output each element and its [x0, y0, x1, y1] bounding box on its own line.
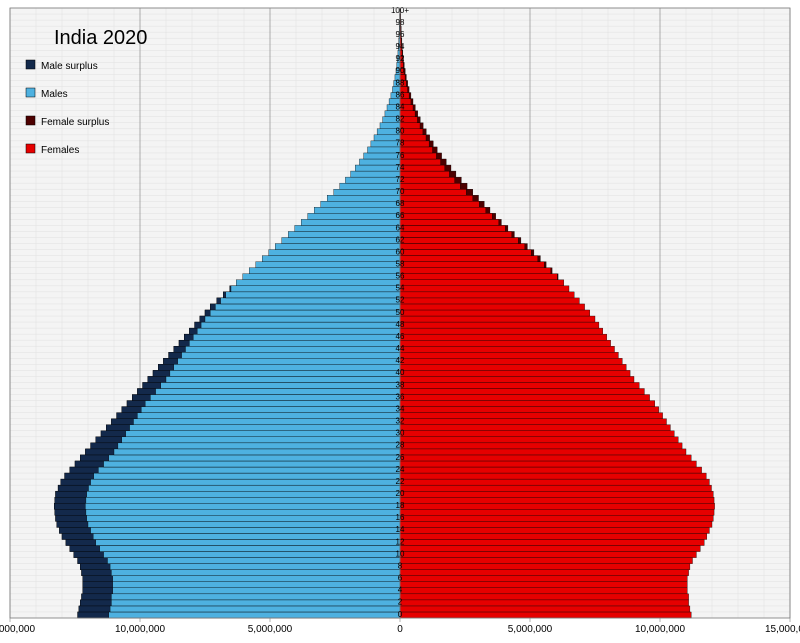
- y-tick-label: 18: [396, 501, 405, 510]
- y-tick-label: 62: [396, 235, 405, 244]
- y-tick-label: 52: [396, 296, 405, 305]
- y-tick-label: 6: [398, 574, 403, 583]
- legend-label: Males: [41, 89, 68, 100]
- chart-title: India 2020: [54, 27, 147, 49]
- y-tick-label: 54: [396, 284, 405, 293]
- y-tick-label: 38: [396, 380, 405, 389]
- x-tick-label: 15,000,000: [765, 624, 800, 635]
- y-tick-label: 28: [396, 441, 405, 450]
- y-tick-label: 70: [396, 187, 405, 196]
- x-tick-label: 10,000,000: [115, 624, 165, 635]
- y-tick-label: 22: [396, 477, 405, 486]
- x-tick-label: 5,000,000: [248, 624, 293, 635]
- y-tick-label: 30: [396, 429, 405, 438]
- y-tick-label: 14: [396, 525, 405, 534]
- y-tick-label: 2: [398, 598, 403, 607]
- legend-swatch: [26, 116, 35, 125]
- population-pyramid-chart: 15,000,000 10,000,000 5,000,000 0 5,000,000 1…: [0, 0, 800, 643]
- y-tick-label: 16: [396, 513, 405, 522]
- y-tick-label: 82: [396, 115, 405, 124]
- y-tick-label: 34: [396, 404, 405, 413]
- y-tick-label: 86: [396, 90, 405, 99]
- y-tick-label: 98: [396, 18, 405, 27]
- y-tick-label: 58: [396, 259, 405, 268]
- y-tick-label: 88: [396, 78, 405, 87]
- y-tick-label: 26: [396, 453, 405, 462]
- x-tick-label: 10,000,000: [635, 624, 685, 635]
- y-tick-label: 92: [396, 54, 405, 63]
- y-tick-label: 94: [396, 42, 405, 51]
- x-tick-label: 0: [397, 624, 403, 635]
- y-tick-label: 76: [396, 151, 405, 160]
- y-tick-label: 84: [396, 102, 405, 111]
- y-tick-label: 78: [396, 139, 405, 148]
- y-tick-label: 74: [396, 163, 405, 172]
- chart-container: 15,000,000 10,000,000 5,000,000 0 5,000,000 1…: [0, 0, 800, 643]
- y-tick-label: 100+: [391, 6, 409, 15]
- y-tick-label: 66: [396, 211, 405, 220]
- y-tick-label: 12: [396, 537, 405, 546]
- y-tick-label: 4: [398, 586, 403, 595]
- y-tick-label: 48: [396, 320, 405, 329]
- y-tick-label: 80: [396, 127, 405, 136]
- y-tick-label: 24: [396, 465, 405, 474]
- y-tick-label: 64: [396, 223, 405, 232]
- y-tick-label: 36: [396, 392, 405, 401]
- y-tick-label: 60: [396, 247, 405, 256]
- y-tick-label: 40: [396, 368, 405, 377]
- y-tick-label: 42: [396, 356, 405, 365]
- x-tick-label: 5,000,000: [508, 624, 553, 635]
- y-tick-label: 32: [396, 417, 405, 426]
- legend-label: Male surplus: [41, 61, 98, 72]
- legend-swatch: [26, 144, 35, 153]
- y-tick-label: 56: [396, 272, 405, 281]
- y-tick-label: 0: [398, 610, 403, 619]
- legend-label: Females: [41, 145, 79, 156]
- legend-swatch: [26, 88, 35, 97]
- y-tick-label: 8: [398, 561, 403, 570]
- y-tick-label: 72: [396, 175, 405, 184]
- y-tick-label: 90: [396, 66, 405, 75]
- y-tick-label: 68: [396, 199, 405, 208]
- y-tick-label: 44: [396, 344, 405, 353]
- y-tick-label: 50: [396, 308, 405, 317]
- y-tick-label: 20: [396, 489, 405, 498]
- legend-swatch: [26, 60, 35, 69]
- y-tick-label: 10: [396, 549, 405, 558]
- legend-label: Female surplus: [41, 117, 109, 128]
- y-tick-label: 96: [396, 30, 405, 39]
- x-tick-label: 15,000,000: [0, 624, 35, 635]
- y-tick-label: 46: [396, 332, 405, 341]
